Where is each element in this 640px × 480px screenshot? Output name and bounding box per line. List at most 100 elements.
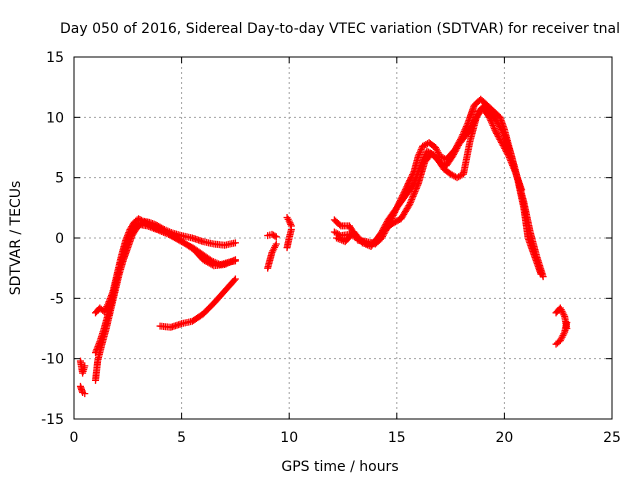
data-point [501, 146, 509, 154]
axis-ticks: 0 5 10 15 20 25 -15 -10 -5 0 5 10 15 [41, 50, 621, 446]
data-point [485, 113, 493, 121]
data-point [272, 240, 280, 248]
y-tick-label: 10 [46, 110, 64, 126]
data-point [417, 146, 425, 154]
data-point [489, 121, 497, 129]
data-point [495, 134, 503, 142]
series-track-12 [330, 101, 547, 281]
data-point [231, 275, 239, 283]
data-point [414, 181, 422, 189]
data-point [496, 124, 504, 132]
data-point [411, 188, 419, 196]
data-point [231, 239, 239, 247]
data-point [493, 131, 501, 139]
data-point [487, 117, 495, 125]
data-point [155, 226, 163, 234]
data-point [410, 189, 418, 197]
series-track-15 [552, 304, 571, 332]
data-point [463, 121, 471, 129]
chart-title: Day 050 of 2016, Sidereal Day-to-day VTE… [60, 21, 620, 37]
series-track-11 [330, 95, 545, 278]
x-tick-label: 20 [495, 430, 513, 446]
data-point [450, 150, 458, 158]
data-point [407, 197, 415, 205]
data-point [231, 257, 239, 265]
data-point [415, 150, 423, 158]
data-point [405, 202, 413, 210]
series-track-10 [283, 213, 295, 230]
data-point [453, 144, 461, 152]
data-point [493, 129, 501, 137]
series-track-9 [283, 226, 295, 252]
data-point [408, 195, 416, 203]
data-point [504, 150, 512, 158]
x-tick-label: 0 [70, 430, 79, 446]
series-track-5 [92, 218, 239, 357]
data-point [287, 220, 295, 228]
y-axis-label: SDTVAR / TECUs [8, 181, 24, 296]
data-point [484, 112, 492, 120]
data-point [410, 191, 418, 199]
series-track-7 [264, 240, 280, 272]
data-point [412, 186, 420, 194]
data-point [451, 147, 459, 155]
series-track-6 [156, 275, 239, 331]
data-point [539, 273, 547, 281]
data-point [498, 140, 506, 148]
series-track-1 [76, 357, 89, 377]
y-tick-label: 15 [46, 50, 64, 66]
data-point [449, 152, 457, 160]
data-point [230, 276, 238, 284]
x-tick-label: 10 [280, 430, 298, 446]
data-point [406, 200, 414, 208]
data-point [497, 137, 505, 145]
data-point [406, 199, 414, 207]
y-tick-label: -10 [41, 352, 64, 368]
data-point [412, 184, 420, 192]
data-point [500, 130, 508, 138]
data-point [81, 362, 89, 370]
data-point [454, 143, 462, 151]
y-tick-label: -5 [50, 291, 64, 307]
data-point [450, 149, 458, 157]
data-point [496, 135, 504, 143]
data-point [496, 122, 504, 130]
data-point [518, 186, 526, 194]
y-tick-label: 5 [55, 171, 64, 187]
data-point [488, 120, 496, 128]
data-point [501, 144, 509, 152]
data-point [416, 149, 424, 157]
data-point [490, 123, 498, 131]
x-tick-label: 15 [388, 430, 406, 446]
data-point [500, 143, 508, 151]
data-series [76, 95, 571, 398]
data-point [503, 149, 511, 157]
data-point [497, 125, 505, 133]
data-point [409, 192, 417, 200]
data-point [563, 325, 571, 332]
data-point [81, 390, 89, 398]
data-point [414, 152, 422, 160]
data-point [491, 126, 499, 134]
x-axis-label: GPS time / hours [281, 459, 398, 475]
data-point [499, 141, 507, 149]
data-point [133, 221, 141, 229]
data-point [272, 233, 280, 241]
data-point [497, 138, 505, 146]
y-tick-label: 0 [55, 231, 64, 247]
data-point [287, 222, 295, 230]
y-tick-label: -15 [41, 412, 64, 428]
data-point [286, 219, 294, 227]
data-point [271, 232, 279, 240]
data-point [502, 147, 510, 155]
data-point [498, 127, 506, 135]
data-point [408, 194, 416, 202]
data-point [452, 146, 460, 154]
data-point [487, 118, 495, 126]
x-tick-label: 5 [177, 430, 186, 446]
data-point [416, 147, 424, 155]
data-point [494, 132, 502, 140]
x-tick-label: 25 [603, 430, 621, 446]
series-track-13 [333, 104, 526, 250]
